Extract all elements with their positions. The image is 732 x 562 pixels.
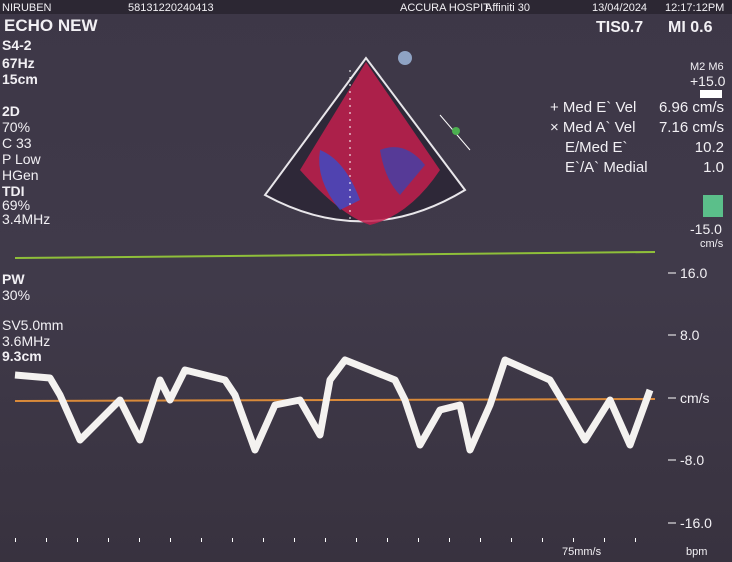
color-bar-bottom (703, 195, 723, 217)
left-setting: 9.3cm (2, 349, 42, 364)
scale-label: -8.0 (680, 453, 704, 468)
measure-value: 6.96 cm/s (659, 100, 724, 115)
hospital: ACCURA HOSPIT (400, 1, 490, 16)
measure-value: 1.0 (703, 160, 724, 175)
sweep-speed: 75mm/s (562, 545, 601, 560)
left-setting: 30% (2, 288, 30, 303)
scale-label: -16.0 (680, 516, 712, 531)
tis: TIS0.7 (596, 20, 643, 35)
graphics (0, 0, 732, 562)
left-setting: HGen (2, 168, 39, 183)
scale-ticks (668, 273, 676, 523)
measure-value: 7.16 cm/s (659, 120, 724, 135)
left-setting: 2D (2, 104, 20, 119)
left-setting: P Low (2, 152, 41, 167)
left-setting: 3.6MHz (2, 334, 50, 349)
left-setting: 70% (2, 120, 30, 135)
measure-value: 10.2 (695, 140, 724, 155)
color-bar-top (700, 90, 722, 98)
left-setting: PW (2, 272, 25, 287)
scale-label: 16.0 (680, 266, 707, 281)
measure-label: E`/A` Medial (565, 160, 648, 175)
color-top: +15.0 (690, 74, 725, 89)
preset: ECHO NEW (4, 18, 98, 33)
left-setting: C 33 (2, 136, 32, 151)
doppler-spectrum (15, 360, 650, 450)
sample-gate-dot (452, 127, 460, 135)
left-setting: SV5.0mm (2, 318, 63, 333)
system: Affiniti 30 (485, 1, 530, 16)
hr-unit: bpm (686, 545, 707, 560)
left-setting: 3.4MHz (2, 212, 50, 227)
color-unit: cm/s (700, 237, 723, 252)
measure-label: E/Med E` (565, 140, 628, 155)
date: 13/04/2024 (592, 1, 647, 16)
color-bottom: -15.0 (690, 222, 722, 237)
measure-label: + Med E` Vel (550, 100, 636, 115)
measure-label: × Med A` Vel (550, 120, 635, 135)
scale-label: cm/s (680, 391, 710, 406)
page: Echo Doppler screen {"header":{"patient"… (0, 0, 732, 562)
patient: NIRUBEN (2, 1, 52, 16)
scale-label: 8.0 (680, 328, 699, 343)
orientation-marker (398, 51, 412, 65)
left-setting: 67Hz (2, 56, 35, 71)
time: 12:17:12PM (665, 1, 724, 16)
ecg-trace (15, 252, 655, 258)
left-setting: S4-2 (2, 38, 32, 53)
left-setting: 15cm (2, 72, 38, 87)
ultrasound-screen: NIRUBEN 58131220240413 ACCURA HOSPIT Aff… (0, 0, 732, 562)
mi: MI 0.6 (668, 20, 712, 35)
patient-id: 58131220240413 (128, 1, 214, 16)
